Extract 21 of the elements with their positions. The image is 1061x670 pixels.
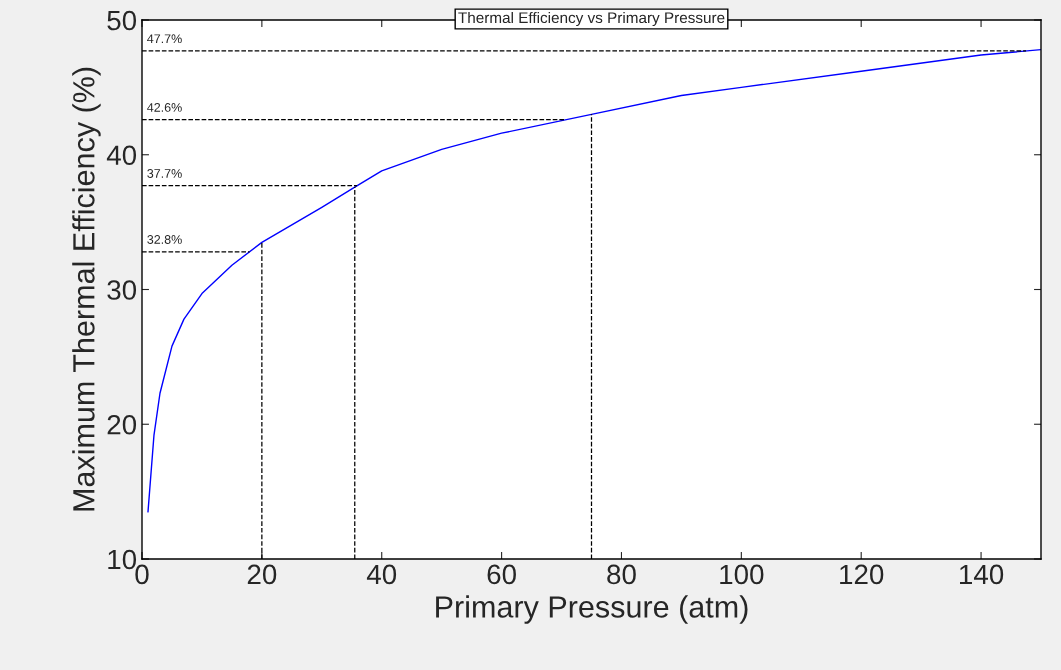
chart-title: Thermal Efficiency vs Primary Pressure bbox=[458, 11, 725, 27]
y-tick-label: 50 bbox=[107, 10, 137, 31]
ref-line-label: 32.8% bbox=[147, 235, 182, 244]
x-axis-title: Primary Pressure (atm) bbox=[436, 595, 748, 624]
ref-line-label: 37.7% bbox=[147, 169, 182, 178]
ref-line-label: 47.7% bbox=[147, 34, 182, 44]
y-tick-label: 40 bbox=[106, 145, 137, 166]
x-tick-label: 140 bbox=[960, 564, 1004, 585]
x-tick-label: 60 bbox=[487, 564, 516, 585]
x-tick-label: 100 bbox=[720, 564, 764, 585]
x-tick-label: 120 bbox=[840, 564, 884, 585]
x-tick-label: 0 bbox=[135, 564, 149, 585]
y-axis-title: Maximum Thermal Efficiency (%) bbox=[72, 67, 101, 511]
line-series bbox=[147, 48, 1041, 513]
y-tick-label: 30 bbox=[107, 280, 137, 300]
x-tick-label: 80 bbox=[607, 564, 636, 585]
y-tick-label: 20 bbox=[107, 414, 137, 435]
y-tick-label: 10 bbox=[108, 549, 137, 570]
ref-line-label: 42.6% bbox=[147, 103, 182, 112]
x-tick-label: 40 bbox=[366, 564, 397, 585]
x-tick-label: 20 bbox=[247, 564, 277, 585]
